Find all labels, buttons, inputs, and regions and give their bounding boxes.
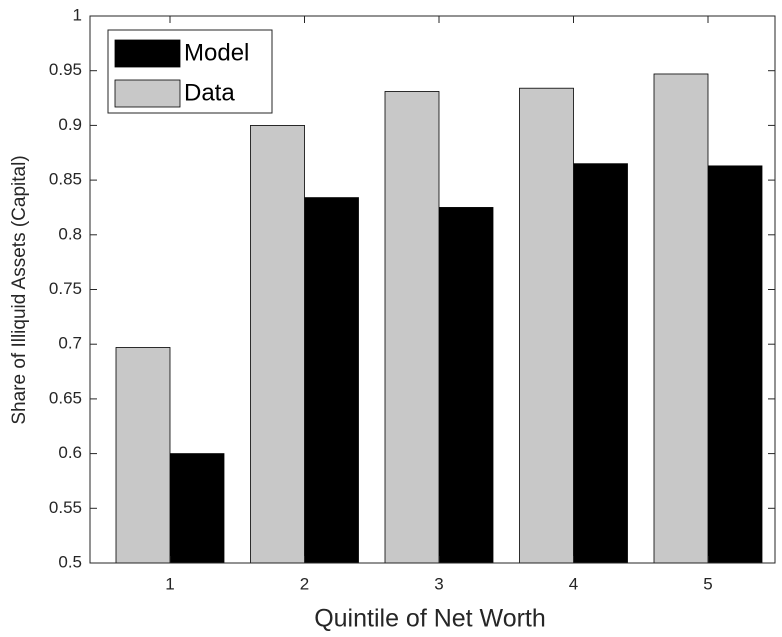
y-tick-label: 1 — [73, 5, 82, 24]
y-tick-label: 0.85 — [49, 170, 82, 189]
y-tick-label: 0.75 — [49, 279, 82, 298]
bar — [169, 453, 225, 564]
x-tick-label: 2 — [300, 574, 309, 593]
y-tick-label: 0.6 — [58, 443, 82, 462]
legend-label: Data — [184, 79, 235, 106]
y-tick-label: 0.7 — [58, 334, 82, 353]
y-axis-label: Share of Illiquid Assets (Capital) — [9, 155, 30, 424]
y-tick-label: 0.95 — [49, 60, 82, 79]
bar — [573, 163, 628, 564]
y-tick-label: 0.9 — [58, 115, 82, 134]
bar — [384, 91, 440, 564]
bar — [653, 73, 709, 564]
bar — [519, 87, 574, 564]
y-tick-label: 0.65 — [49, 388, 82, 407]
legend-label: Model — [184, 39, 249, 66]
x-tick-label: 5 — [703, 574, 712, 593]
bar — [115, 347, 171, 564]
bar — [438, 207, 494, 564]
y-tick-label: 0.5 — [58, 552, 82, 571]
bar — [304, 197, 359, 564]
x-axis-label: Quintile of Net Worth — [314, 605, 546, 633]
bar — [707, 165, 763, 564]
y-tick-label: 0.8 — [58, 224, 82, 243]
bar — [250, 125, 305, 564]
legend-swatch — [114, 39, 181, 68]
x-tick-label: 1 — [165, 574, 174, 593]
y-tick-label: 0.55 — [49, 498, 82, 517]
x-tick-label: 4 — [569, 574, 578, 593]
x-tick-label: 3 — [434, 574, 443, 593]
legend-swatch — [114, 79, 181, 108]
